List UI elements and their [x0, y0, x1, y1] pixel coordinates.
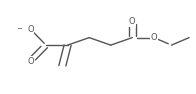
Text: O: O [27, 25, 34, 34]
Text: O: O [27, 57, 34, 66]
Text: O: O [129, 17, 136, 26]
Text: −: − [17, 26, 23, 32]
Text: O: O [151, 33, 157, 42]
